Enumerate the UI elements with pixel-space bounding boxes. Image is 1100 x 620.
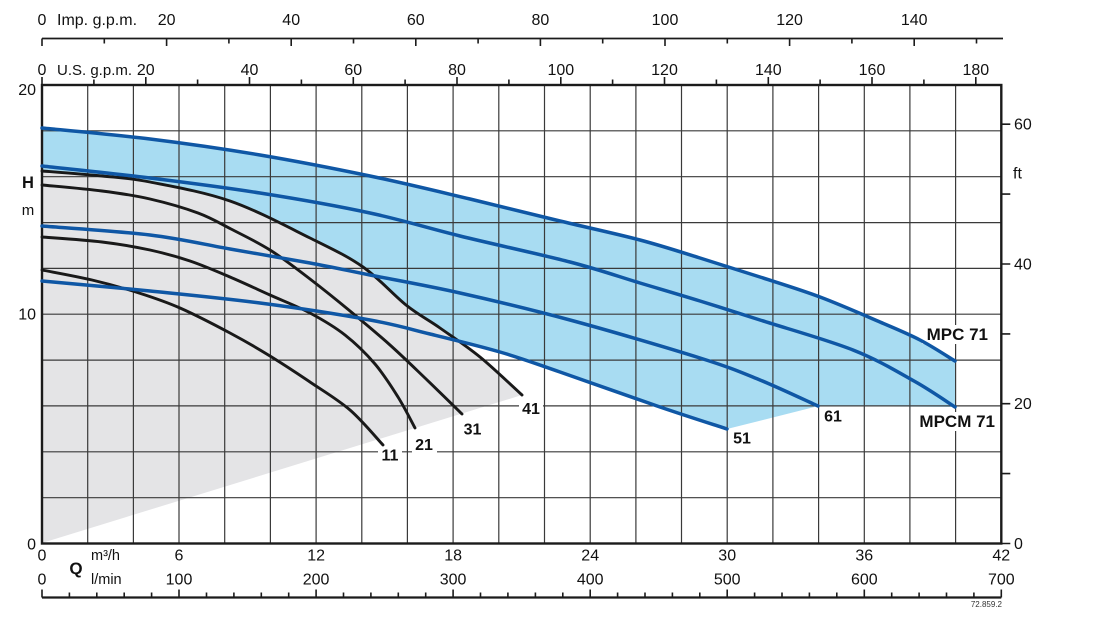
svg-text:0: 0	[38, 572, 47, 589]
svg-text:30: 30	[718, 548, 736, 565]
svg-text:140: 140	[755, 62, 782, 79]
svg-text:72.859.2: 72.859.2	[971, 600, 1003, 609]
svg-text:120: 120	[776, 12, 803, 29]
svg-text:40: 40	[1014, 257, 1032, 274]
svg-text:Q: Q	[69, 559, 82, 578]
svg-text:24: 24	[581, 548, 599, 565]
svg-text:60: 60	[1014, 117, 1032, 134]
svg-text:42: 42	[992, 548, 1010, 565]
svg-text:U.S. g.p.m.: U.S. g.p.m.	[57, 62, 132, 79]
svg-text:400: 400	[577, 572, 604, 589]
svg-text:41: 41	[522, 401, 540, 418]
svg-text:20: 20	[137, 62, 155, 79]
svg-text:100: 100	[652, 12, 679, 29]
svg-text:60: 60	[407, 12, 425, 29]
svg-text:11: 11	[382, 448, 399, 465]
svg-text:m³/h: m³/h	[91, 548, 120, 564]
svg-text:700: 700	[988, 572, 1015, 589]
svg-text:12: 12	[307, 548, 325, 565]
svg-text:120: 120	[651, 62, 678, 79]
svg-text:20: 20	[18, 82, 36, 99]
svg-text:100: 100	[166, 572, 193, 589]
svg-text:6: 6	[175, 548, 184, 565]
svg-text:31: 31	[464, 422, 482, 439]
svg-text:0: 0	[38, 548, 47, 565]
svg-text:51: 51	[733, 431, 751, 448]
svg-text:80: 80	[532, 12, 550, 29]
svg-text:0: 0	[1014, 536, 1023, 553]
svg-text:80: 80	[448, 62, 466, 79]
svg-text:Imp. g.p.m.: Imp. g.p.m.	[57, 12, 137, 29]
svg-text:200: 200	[303, 572, 330, 589]
svg-text:60: 60	[344, 62, 362, 79]
svg-text:21: 21	[415, 437, 433, 454]
svg-text:MPCM 71: MPCM 71	[919, 412, 995, 431]
svg-text:20: 20	[158, 12, 176, 29]
svg-text:H: H	[22, 174, 34, 192]
svg-text:l/min: l/min	[91, 572, 122, 588]
svg-text:ft: ft	[1013, 166, 1022, 183]
svg-text:40: 40	[241, 62, 259, 79]
svg-text:40: 40	[282, 12, 300, 29]
svg-text:36: 36	[855, 548, 873, 565]
svg-text:MPC 71: MPC 71	[927, 325, 988, 344]
svg-text:m: m	[22, 202, 35, 219]
svg-text:600: 600	[851, 572, 878, 589]
svg-text:10: 10	[18, 307, 36, 324]
svg-text:160: 160	[859, 62, 886, 79]
svg-text:180: 180	[962, 62, 989, 79]
svg-text:0: 0	[38, 62, 47, 79]
svg-text:18: 18	[444, 548, 462, 565]
svg-text:0: 0	[27, 537, 36, 554]
svg-text:500: 500	[714, 572, 741, 589]
svg-text:300: 300	[440, 572, 467, 589]
svg-text:61: 61	[824, 409, 842, 426]
svg-text:100: 100	[547, 62, 574, 79]
svg-text:0: 0	[38, 12, 47, 29]
svg-text:20: 20	[1014, 396, 1032, 413]
svg-text:140: 140	[901, 12, 928, 29]
